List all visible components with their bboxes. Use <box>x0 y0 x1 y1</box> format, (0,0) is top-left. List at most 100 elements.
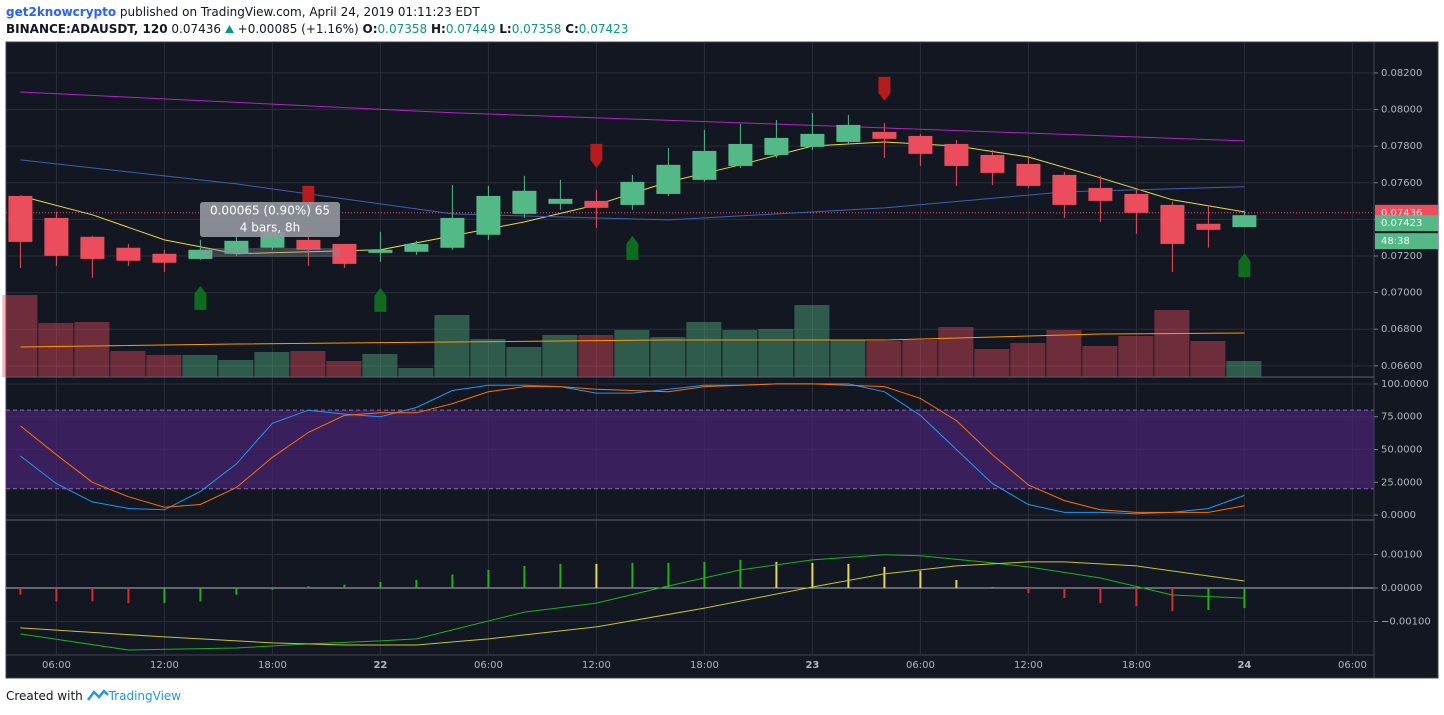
y-tick-label: 0.07000 <box>1381 288 1422 299</box>
close: 0.07423 <box>578 22 629 36</box>
candle-body <box>908 135 933 154</box>
sell-signal <box>878 76 891 101</box>
close-tag-bg <box>1375 215 1438 232</box>
y-tick-label: 100.0000 <box>1381 379 1429 390</box>
x-tick-label: 06:00 <box>42 660 71 671</box>
published: published on TradingView.com, April 24, … <box>119 5 480 19</box>
volume-bar <box>542 335 578 377</box>
chart-bg <box>5 41 1439 679</box>
volume-bar <box>398 368 434 377</box>
volume-bar <box>686 322 722 377</box>
volume-bar <box>578 335 614 377</box>
candle-body <box>44 217 69 256</box>
candle-body <box>368 249 393 253</box>
volume-bar <box>362 354 398 377</box>
candle-body <box>584 200 609 208</box>
h-label: H: <box>430 22 446 36</box>
candle-body <box>728 143 753 166</box>
change: +0.00085 (+1.16%) <box>237 22 359 36</box>
y-tick-label: 25.0000 <box>1381 477 1422 488</box>
volume-bar <box>434 315 470 377</box>
candle-body <box>980 154 1005 173</box>
brand[interactable]: TradingView <box>108 689 182 703</box>
x-tick-label: 24 <box>1237 660 1251 671</box>
x-tick-label: 06:00 <box>906 660 935 671</box>
buy-signal <box>626 235 639 260</box>
candle-body <box>620 181 645 205</box>
buy-signal <box>1238 253 1251 278</box>
author[interactable]: get2knowcrypto <box>6 5 117 19</box>
candle-body <box>404 243 429 252</box>
candle-body <box>800 133 825 147</box>
x-tick-label: 18:00 <box>690 660 719 671</box>
x-tick-label: 06:00 <box>474 660 503 671</box>
candle-body <box>872 131 897 139</box>
created-with: Created with <box>6 689 83 703</box>
footer: Created with TradingView <box>6 689 181 703</box>
volume-bar <box>506 347 542 377</box>
volume-bar <box>650 337 686 377</box>
measure-box <box>200 202 340 237</box>
x-tick-label: 06:00 <box>1338 660 1367 671</box>
candle-body <box>152 253 177 263</box>
candle-body <box>1196 223 1221 230</box>
volume-bar <box>218 360 254 377</box>
volume-bar <box>1082 346 1118 377</box>
volume-bar <box>326 361 362 377</box>
candle-body <box>548 198 573 204</box>
symbol: BINANCE:ADAUSDT, 120 <box>6 22 168 36</box>
y-tick-label: 0.00000 <box>1381 583 1422 594</box>
y-tick-label: 0.08200 <box>1381 68 1422 79</box>
o-label: O: <box>362 22 378 36</box>
sell-signal <box>590 143 603 168</box>
volume-bar <box>1010 343 1046 377</box>
candle-body <box>1232 215 1257 228</box>
close-tag: 0.07423 <box>1381 218 1422 229</box>
candle-body <box>512 190 537 214</box>
y-tick-label: 0.07200 <box>1381 251 1422 262</box>
candle-body <box>8 195 33 242</box>
low: 0.07358 <box>511 22 562 36</box>
candle-body <box>1088 187 1113 201</box>
countdown-tag: 48:38 <box>1381 236 1410 247</box>
y-tick-label: 0.00100 <box>1381 550 1422 561</box>
candle-body <box>944 143 969 166</box>
volume-bar <box>938 327 974 377</box>
candle-body <box>224 240 249 254</box>
volume-bar <box>182 355 218 377</box>
x-tick-label: 18:00 <box>1122 660 1151 671</box>
y-tick-label: −0.00100 <box>1381 617 1431 628</box>
volume-bar <box>2 295 38 377</box>
indicator-line <box>20 561 1245 646</box>
up-arrow <box>224 25 234 33</box>
candle-body <box>836 124 861 142</box>
x-tick-label: 12:00 <box>1014 660 1043 671</box>
volume-bar <box>110 351 146 377</box>
candle-body <box>1160 204 1185 244</box>
volume-bar <box>470 339 506 377</box>
candle-body <box>332 243 357 264</box>
volume-bar <box>866 341 902 377</box>
volume-bar <box>146 355 182 377</box>
last-price-tag: 0.07436 <box>1381 208 1422 219</box>
y-tick-label: 0.06600 <box>1381 361 1422 372</box>
publish-line: get2knowcrypto published on TradingView.… <box>6 4 628 21</box>
c-label: C: <box>565 22 579 36</box>
candle-body <box>1016 163 1041 186</box>
x-tick-label: 18:00 <box>258 660 287 671</box>
candle-body <box>692 150 717 180</box>
volume-bar <box>290 351 326 377</box>
candle-body <box>764 137 789 155</box>
chart-layer <box>2 42 1374 655</box>
indicator-line <box>20 383 1245 515</box>
volume-bar <box>74 322 110 377</box>
open: 0.07358 <box>377 22 428 36</box>
volume-ma <box>20 332 1245 348</box>
y-tick-label: 75.0000 <box>1381 412 1422 423</box>
stoch-band <box>6 410 1374 489</box>
volume-bar <box>722 330 758 377</box>
volume-bar <box>758 329 794 377</box>
volume-bar <box>38 323 74 377</box>
y-tick-label: 0.06800 <box>1381 324 1422 335</box>
